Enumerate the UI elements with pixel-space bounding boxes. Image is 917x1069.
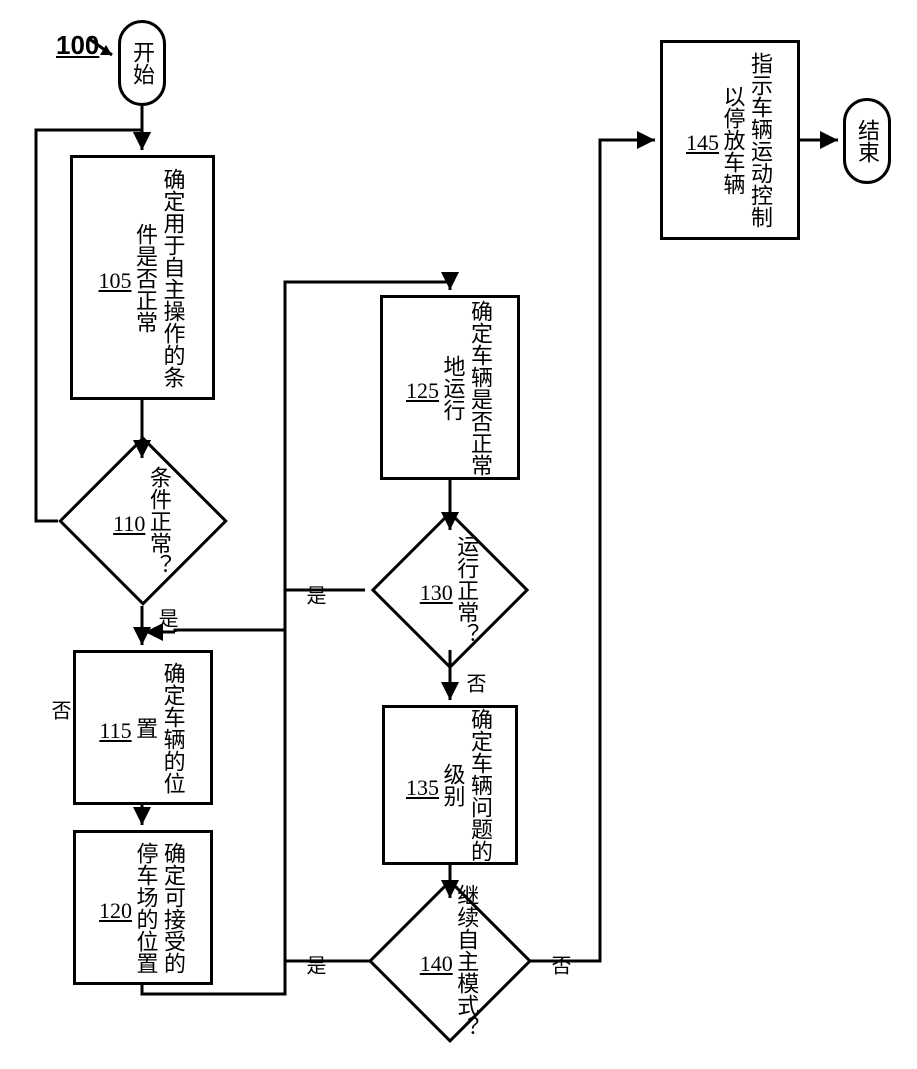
box-125-text: 确定车辆是否正常地运行 [441, 300, 494, 476]
box-120-ref: 120 [99, 897, 132, 925]
box-125: 确定车辆是否正常地运行 125 [380, 295, 520, 480]
box-105-ref: 105 [99, 267, 132, 295]
box-115: 确定车辆的位置 115 [73, 650, 213, 805]
end-label: 结束 [851, 119, 883, 163]
box-135-ref: 135 [406, 774, 439, 802]
diamond-130-text: 运行正常？ [454, 535, 479, 645]
label-110-no: 否 [45, 700, 74, 720]
diamond-140-ref: 140 [420, 950, 453, 978]
start-terminal: 开始 [118, 20, 166, 106]
end-terminal: 结束 [843, 98, 891, 184]
box-120: 确定可接受的停车场的位置 120 [73, 830, 213, 985]
label-110-yes: 是 [152, 608, 181, 628]
diamond-140-text: 继续自主模式？ [454, 884, 479, 1038]
box-115-ref: 115 [99, 717, 131, 745]
flowchart-canvas: 100 开始 确定用于自主操作的条件是否正常 105 条件正常？ 110 确定车… [0, 0, 917, 1000]
figure-ref: 100 [56, 30, 99, 61]
label-130-yes: 是 [300, 585, 329, 605]
diamond-140: 继续自主模式？ 140 [357, 883, 543, 1069]
label-140-no: 否 [545, 955, 574, 975]
label-140-yes: 是 [300, 955, 329, 975]
box-115-text: 确定车辆的位置 [133, 662, 186, 794]
box-105: 确定用于自主操作的条件是否正常 105 [70, 155, 215, 400]
box-105-text: 确定用于自主操作的条件是否正常 [133, 168, 186, 388]
box-145-text: 指示车辆运动控制以停放车辆 [721, 52, 774, 228]
diamond-130: 运行正常？ 130 [365, 505, 535, 675]
box-135: 确定车辆问题的级别 135 [382, 705, 518, 865]
box-120-text: 确定可接受的停车场的位置 [134, 842, 187, 974]
diamond-130-ref: 130 [420, 579, 453, 607]
diamond-110-text: 条件正常？ [147, 466, 172, 576]
diamond-110: 条件正常？ 110 [58, 436, 228, 606]
box-135-text: 确定车辆问题的级别 [441, 708, 494, 862]
figure-ref-text: 100 [56, 30, 99, 60]
label-130-no: 否 [460, 673, 489, 693]
start-label: 开始 [126, 41, 158, 85]
box-125-ref: 125 [406, 377, 439, 405]
box-145: 指示车辆运动控制以停放车辆 145 [660, 40, 800, 240]
diamond-110-ref: 110 [113, 510, 145, 538]
box-145-ref: 145 [686, 129, 719, 157]
